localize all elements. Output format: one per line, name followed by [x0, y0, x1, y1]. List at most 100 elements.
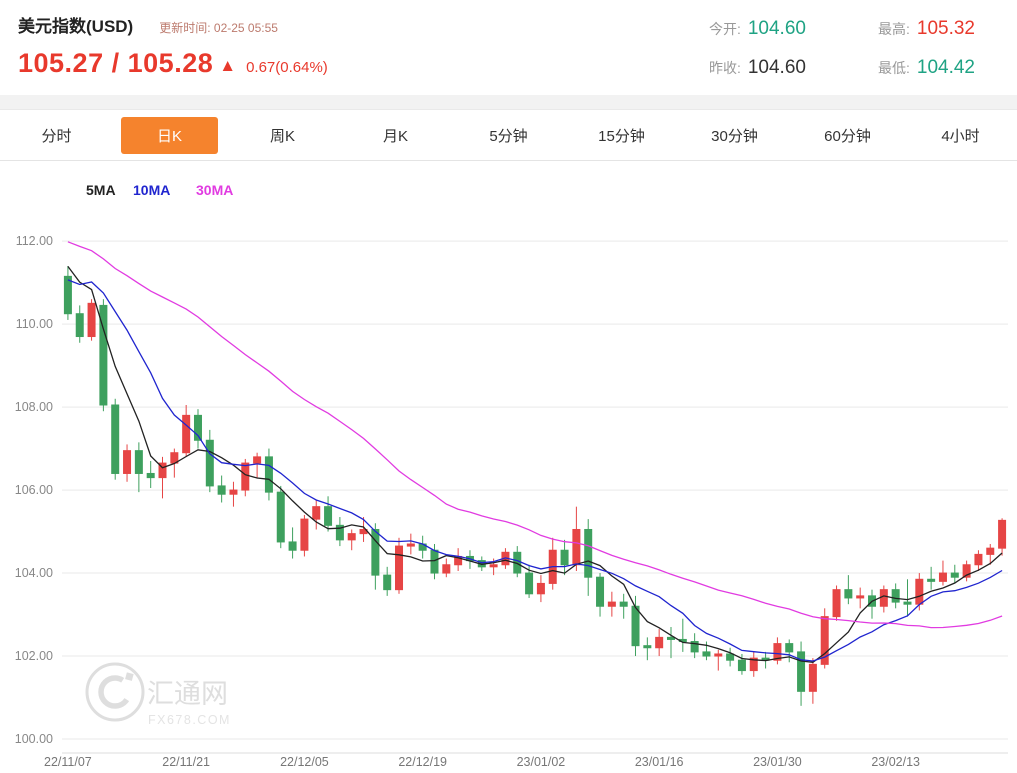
candle-body: [714, 653, 723, 657]
x-axis-label: 22/11/21: [162, 755, 210, 768]
candle-body: [820, 616, 829, 665]
quote-left: 美元指数(USD) 更新时间: 02-25 05:55 105.27 / 105…: [18, 12, 328, 95]
current-price: 105.27 / 105.28: [18, 48, 214, 78]
y-axis-label: 102.00: [15, 649, 53, 663]
tab-30min[interactable]: 30分钟: [711, 127, 758, 145]
candle-body: [430, 549, 439, 574]
candle-body: [442, 564, 451, 574]
x-axis-labels: 22/11/07 22/11/21 22/12/05 22/12/19 23/01/02…: [44, 755, 920, 769]
candle-body: [99, 304, 108, 406]
candle-body: [655, 636, 664, 649]
tab-daily-k[interactable]: 日K: [113, 110, 226, 160]
tab-15min[interactable]: 15分钟: [598, 127, 645, 145]
x-axis-label: 22/12/19: [398, 755, 447, 768]
ma30-line: [67, 241, 1003, 629]
candle-body: [702, 651, 711, 657]
x-axis-label: 22/12/05: [280, 755, 329, 768]
candle-body: [584, 528, 593, 578]
candle-body: [879, 589, 888, 607]
candle-body: [986, 547, 995, 555]
candle-body: [785, 643, 794, 653]
ma10-line: [67, 279, 1003, 662]
y-axis-label: 110.00: [16, 317, 53, 331]
candle-body: [666, 636, 675, 640]
x-axis-label: 22/11/07: [44, 755, 92, 768]
candle-body: [406, 543, 415, 547]
candle-body: [241, 462, 250, 491]
candle-body: [347, 533, 356, 541]
tab-weekly-k[interactable]: 周K: [269, 127, 295, 145]
candle-body: [950, 572, 959, 578]
candle-body: [631, 605, 640, 647]
stat-low: 最低: 104.42: [877, 57, 975, 78]
x-axis-label: 23/01/02: [517, 755, 566, 768]
candle-body: [915, 578, 924, 605]
candle-body: [300, 518, 309, 551]
x-axis-label: 23/01/16: [635, 755, 684, 768]
candlestick-chart[interactable]: 100.00 102.00 104.00 106.00 108.00 110.00 112.…: [0, 161, 1017, 769]
chart-legend: 5MA 10MA 30MA: [86, 182, 233, 198]
candle-body: [938, 572, 947, 582]
candle-body: [111, 404, 120, 474]
update-time: 更新时间: 02-25 05:55: [159, 19, 278, 36]
watermark-en: FX678.COM: [148, 713, 231, 727]
candle-body: [395, 545, 404, 591]
grid-lines: 100.00 102.00 104.00 106.00 108.00 110.00 112.…: [15, 234, 1008, 754]
candles: [63, 265, 1007, 706]
candle-body: [962, 564, 971, 578]
interval-tabs: 分时 日K 周K 月K 5分钟 15分钟 30分钟 60分钟 4小时: [0, 110, 1017, 161]
candle-body: [288, 541, 297, 551]
candle-body: [75, 313, 84, 338]
candle-body: [383, 574, 392, 591]
candle-body: [253, 456, 262, 464]
candle-body: [856, 595, 865, 599]
candle-body: [927, 578, 936, 582]
legend-30ma: 30MA: [196, 182, 233, 198]
price-change: 0.67(0.64%): [246, 59, 328, 76]
candle-body: [229, 489, 238, 495]
tab-time-sharing[interactable]: 分时: [41, 127, 72, 145]
update-time-value: 02-25 05:55: [213, 21, 278, 35]
legend-10ma: 10MA: [133, 182, 170, 198]
tab-4hour[interactable]: 4小时: [941, 127, 980, 145]
stat-high: 最高: 105.32: [877, 18, 975, 39]
candle-body: [146, 472, 155, 479]
x-axis-label: 23/01/30: [753, 755, 802, 768]
stat-prev-close: 昨收: 104.60: [708, 57, 806, 78]
candle-body: [596, 576, 605, 607]
watermark-cn: 汇通网: [147, 679, 228, 709]
tab-monthly-k[interactable]: 月K: [382, 127, 408, 145]
legend-5ma: 5MA: [86, 182, 116, 198]
candle-body: [276, 491, 285, 543]
tab-60min[interactable]: 60分钟: [824, 127, 871, 145]
candle-body: [324, 506, 333, 526]
up-arrow-icon: ▲: [219, 56, 237, 75]
candle-body: [998, 519, 1007, 549]
divider-band: [0, 95, 1017, 110]
update-time-label: 更新时间:: [159, 21, 211, 35]
candle-body: [607, 601, 616, 607]
y-axis-label: 104.00: [15, 566, 53, 580]
candle-body: [974, 553, 983, 566]
candle-body: [619, 601, 628, 607]
y-axis-label: 100.00: [15, 732, 53, 746]
candle-body: [536, 582, 545, 595]
candle-body: [844, 589, 853, 599]
tab-5min[interactable]: 5分钟: [489, 127, 528, 145]
candle-body: [726, 653, 735, 661]
candle-body: [643, 645, 652, 649]
y-axis-label: 108.00: [15, 400, 53, 414]
candle-body: [737, 659, 746, 672]
y-axis-label: 112.00: [16, 234, 53, 248]
candle-body: [264, 456, 273, 493]
candle-body: [335, 524, 344, 541]
candle-body: [205, 439, 214, 487]
quote-stats: 今开: 104.60 昨收: 104.60 最高: 105.32 最低: 104.42: [709, 12, 1001, 95]
y-axis-label: 106.00: [15, 483, 53, 497]
stat-open: 今开: 104.60: [708, 18, 806, 39]
chart-area: 100.00 102.00 104.00 106.00 108.00 110.00 112.…: [0, 161, 1017, 769]
instrument-title: 美元指数(USD): [18, 17, 134, 36]
candle-body: [797, 651, 806, 692]
candle-body: [312, 506, 321, 520]
candle-body: [182, 414, 191, 454]
